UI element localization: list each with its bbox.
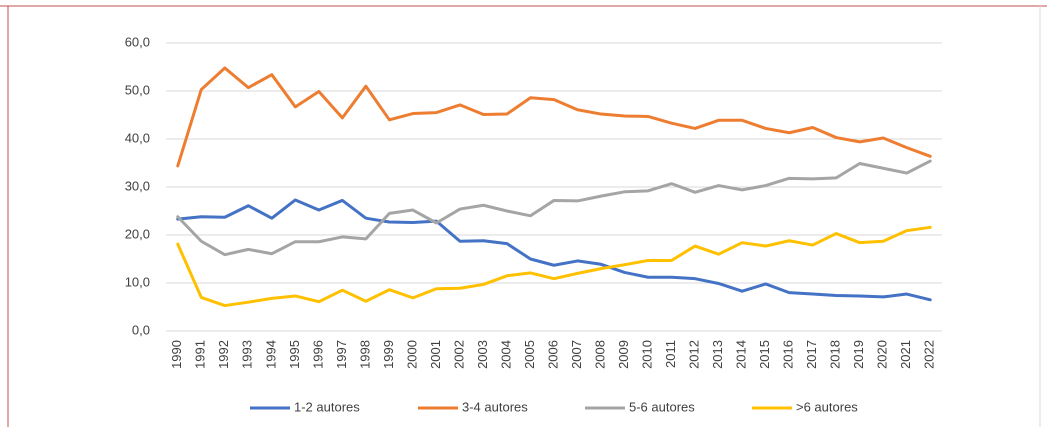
x-tick-label: 2009 bbox=[616, 340, 631, 369]
x-tick-label: 2014 bbox=[734, 340, 749, 369]
line-series bbox=[176, 159, 932, 257]
x-tick-label: 2002 bbox=[451, 340, 466, 369]
y-tick-label: 20,0 bbox=[125, 226, 150, 241]
legend-label: 5-6 autores bbox=[629, 399, 695, 414]
x-tick-label: 1993 bbox=[240, 340, 255, 369]
legend-label: >6 autores bbox=[796, 399, 858, 414]
y-tick-label: 50,0 bbox=[125, 82, 150, 97]
x-tick-label: 1991 bbox=[193, 340, 208, 369]
x-tick-label: 2022 bbox=[922, 340, 937, 369]
x-tick-label: 2020 bbox=[875, 340, 890, 369]
x-tick-label: 2006 bbox=[545, 340, 560, 369]
x-tick-label: 2003 bbox=[475, 340, 490, 369]
x-tick-label: 2000 bbox=[404, 340, 419, 369]
y-tick-label: 40,0 bbox=[125, 130, 150, 145]
x-tick-label: 2017 bbox=[804, 340, 819, 369]
x-tick-label: 2018 bbox=[828, 340, 843, 369]
x-tick-label: 2010 bbox=[639, 340, 654, 369]
y-tick-label: 30,0 bbox=[125, 178, 150, 193]
x-tick-label: 1998 bbox=[357, 340, 372, 369]
x-tick-label: 2021 bbox=[898, 340, 913, 369]
x-tick-label: 2019 bbox=[851, 340, 866, 369]
line-series bbox=[176, 198, 932, 302]
y-tick-label: 0,0 bbox=[132, 322, 150, 337]
legend-label: 1-2 autores bbox=[294, 399, 360, 414]
x-tick-label: 2001 bbox=[428, 340, 443, 369]
x-tick-label: 2016 bbox=[781, 340, 796, 369]
x-tick-label: 2007 bbox=[569, 340, 584, 369]
x-tick-label: 2008 bbox=[592, 340, 607, 369]
x-tick-label: 2005 bbox=[522, 340, 537, 369]
x-tick-label: 1994 bbox=[263, 340, 278, 369]
legend-label: 3-4 autores bbox=[462, 399, 528, 414]
line-series bbox=[176, 66, 932, 168]
x-tick-label: 2015 bbox=[757, 340, 772, 369]
x-tick-label: 2012 bbox=[687, 340, 702, 369]
y-tick-label: 60,0 bbox=[125, 34, 150, 49]
x-tick-label: 1992 bbox=[216, 340, 231, 369]
x-tick-label: 2011 bbox=[663, 340, 678, 368]
line-series bbox=[176, 225, 932, 308]
x-tick-label: 1996 bbox=[310, 340, 325, 369]
x-tick-label: 1995 bbox=[287, 340, 302, 369]
x-tick-label: 2004 bbox=[498, 340, 513, 369]
x-tick-label: 1999 bbox=[381, 340, 396, 369]
y-tick-label: 10,0 bbox=[125, 274, 150, 289]
x-tick-label: 1990 bbox=[169, 340, 184, 369]
x-tick-label: 1997 bbox=[334, 340, 349, 369]
x-tick-label: 2013 bbox=[710, 340, 725, 369]
